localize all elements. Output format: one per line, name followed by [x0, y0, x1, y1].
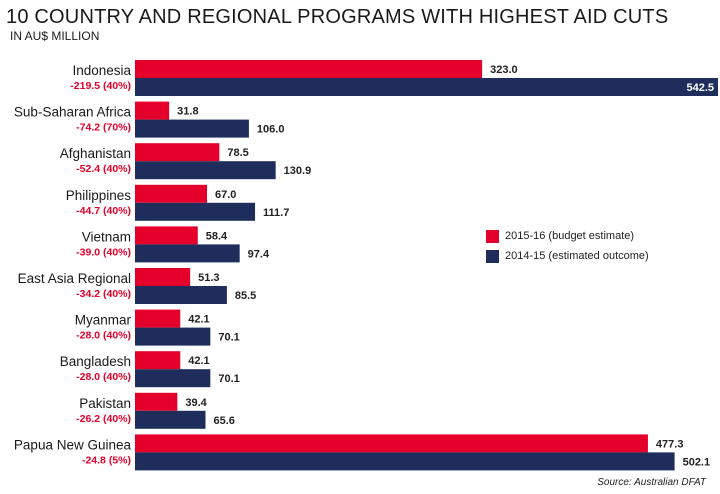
legend: 2015-16 (budget estimate) 2014-15 (estim…	[486, 228, 649, 268]
legend-label-budget: 2015-16 (budget estimate)	[505, 230, 635, 242]
bar-outcome	[135, 244, 240, 263]
category-label: Pakistan	[79, 396, 131, 411]
data-label: 97.4	[248, 248, 270, 260]
change-label: -28.0 (40%)	[76, 330, 131, 342]
data-label: 42.1	[188, 314, 209, 326]
chart-subtitle: IN AU$ MILLION	[10, 29, 100, 43]
category-label: Vietnam	[82, 229, 131, 244]
data-label: 477.3	[656, 438, 684, 450]
chart-title: 10 COUNTRY AND REGIONAL PROGRAMS WITH HI…	[6, 6, 669, 28]
change-label: -24.8 (5%)	[82, 454, 131, 466]
category-label: Sub-Saharan Africa	[14, 105, 132, 120]
category-label: Indonesia	[72, 63, 131, 78]
category-label: Papua New Guinea	[14, 437, 132, 452]
bar-budget	[135, 268, 191, 286]
bar-budget	[135, 101, 170, 120]
change-label: -74.2 (70%)	[76, 122, 131, 134]
data-label: 70.1	[218, 332, 239, 344]
category-label: East Asia Regional	[18, 271, 131, 286]
data-label: 130.9	[284, 165, 312, 177]
bar-budget	[135, 226, 198, 245]
bar-outcome	[135, 78, 718, 96]
legend-swatch-budget	[486, 229, 499, 243]
bar-budget	[135, 309, 181, 328]
bar-outcome	[135, 161, 276, 180]
source-note: Source: Australian DFAT	[597, 477, 706, 488]
bar-outcome	[135, 202, 256, 221]
change-label: -44.7 (40%)	[76, 205, 131, 217]
bar-budget	[135, 351, 181, 370]
data-label: 65.6	[213, 415, 234, 427]
data-label: 78.5	[227, 147, 248, 159]
bar-outcome	[135, 410, 206, 429]
data-label: 106.0	[257, 124, 285, 136]
data-label: 58.4	[206, 230, 228, 242]
bar-outcome	[135, 119, 249, 138]
data-label: 31.8	[177, 106, 198, 118]
change-label: -219.5 (40%)	[70, 80, 131, 92]
data-label: 39.4	[185, 397, 207, 409]
category-label: Myanmar	[75, 313, 132, 328]
data-label: 51.3	[198, 272, 219, 284]
bar-budget	[135, 143, 220, 162]
bar-outcome	[135, 286, 227, 304]
data-label: 111.7	[263, 207, 289, 219]
bar-budget	[135, 60, 483, 78]
bar-outcome	[135, 327, 211, 346]
bar-budget	[135, 184, 208, 203]
category-label: Bangladesh	[60, 354, 131, 369]
category-label: Afghanistan	[60, 146, 131, 161]
change-label: -52.4 (40%)	[76, 163, 131, 175]
data-label: 323.0	[490, 64, 518, 76]
legend-item-outcome: 2014-15 (estimated outcome)	[486, 248, 649, 264]
data-label: 542.5	[686, 82, 714, 94]
data-label: 85.5	[235, 290, 256, 302]
data-label: 70.1	[218, 373, 239, 385]
bar-budget	[135, 434, 648, 453]
data-label: 67.0	[215, 189, 236, 201]
change-label: -26.2 (40%)	[76, 413, 131, 425]
legend-swatch-outcome	[486, 249, 499, 263]
change-label: -39.0 (40%)	[76, 246, 131, 258]
category-label: Philippines	[66, 188, 132, 203]
legend-label-outcome: 2014-15 (estimated outcome)	[505, 250, 649, 262]
bar-outcome	[135, 452, 675, 471]
data-label: 502.1	[683, 456, 711, 468]
change-label: -34.2 (40%)	[76, 288, 131, 300]
data-label: 42.1	[188, 355, 209, 367]
bar-outcome	[135, 369, 211, 388]
legend-item-budget: 2015-16 (budget estimate)	[486, 228, 649, 244]
change-label: -28.0 (40%)	[76, 371, 131, 383]
bar-budget	[135, 392, 178, 411]
